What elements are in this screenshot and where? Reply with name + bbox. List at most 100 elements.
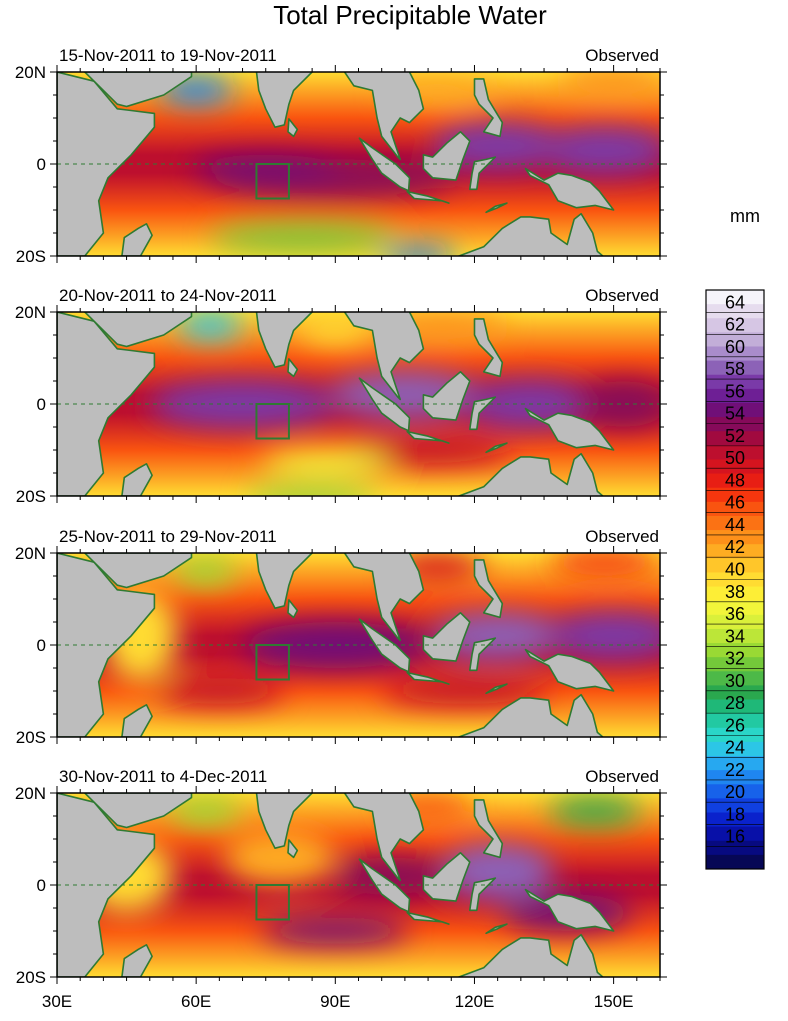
y-tick-label: 20N — [15, 784, 46, 803]
tpw-anomaly — [432, 122, 563, 169]
colorbar-label: 60 — [725, 337, 745, 357]
tpw-anomaly — [261, 917, 410, 945]
colorbar-swatch — [706, 388, 764, 404]
colorbar-swatch — [706, 643, 764, 658]
y-tick-label: 20N — [15, 544, 46, 563]
map-ticks — [50, 546, 667, 744]
tpw-anomaly — [172, 557, 238, 586]
y-tick-label: 20N — [15, 303, 46, 322]
colorbar-label: 64 — [725, 292, 745, 312]
colorbar-swatch — [706, 360, 764, 376]
landmass-india — [232, 312, 430, 401]
colorbar-swatch — [706, 332, 764, 347]
landmass-borneo — [422, 612, 471, 662]
landmass-india — [232, 553, 430, 642]
landmass-borneo — [422, 852, 471, 902]
y-tick-label: 0 — [37, 876, 46, 895]
landmass-madagascar — [121, 463, 153, 496]
colorbar-swatch — [706, 854, 764, 870]
colorbar-label: 58 — [725, 359, 745, 379]
tpw-anomaly — [191, 154, 340, 183]
landmass-sumatra — [358, 618, 411, 673]
landmass-sulawesi — [469, 877, 497, 912]
colorbar-swatch — [706, 586, 764, 602]
colorbar-swatch — [706, 600, 764, 616]
colorbar-label: 20 — [725, 782, 745, 802]
landmass-timor — [485, 202, 508, 214]
tpw-anomaly — [154, 677, 285, 705]
landmass-sumatra — [358, 858, 411, 913]
colorbar-swatch — [706, 417, 764, 432]
landmass-madagascar — [121, 704, 153, 737]
landmass-sumatra — [358, 137, 411, 192]
map-ticks — [50, 786, 667, 984]
map-ticks — [50, 305, 667, 503]
landmass-australia — [456, 933, 605, 977]
tpw-field — [57, 553, 660, 737]
tpw-anomaly — [557, 72, 660, 95]
colorbar-units: mm — [730, 206, 760, 226]
landmass-newguinea — [524, 648, 615, 692]
target-box — [255, 644, 290, 681]
landmass-india — [232, 72, 430, 161]
tpw-anomaly — [168, 797, 243, 826]
y-tick-label: 20N — [15, 63, 46, 82]
land-mask — [57, 312, 615, 496]
colorbar-swatch — [706, 459, 764, 474]
target-box — [255, 163, 290, 200]
colorbar-swatch — [706, 770, 764, 785]
panel-label: Observed — [585, 527, 659, 546]
x-tick-label: 150E — [594, 992, 634, 1011]
landmass-sulawesi — [469, 156, 497, 191]
panel-label: Observed — [585, 286, 659, 305]
landmass-borneo — [422, 131, 471, 181]
colorbar-swatch — [706, 628, 764, 644]
landmass-java — [406, 430, 450, 444]
map-panel: 20N 0 20S 15-Nov-2011 to 19-Nov-2011 Observe… — [15, 46, 667, 266]
colorbar-label: 18 — [725, 804, 745, 824]
tpw-anomaly — [261, 450, 391, 478]
landmass-philippines — [473, 78, 504, 138]
colorbar-swatch — [706, 304, 764, 319]
landmass-madagascar — [121, 223, 153, 256]
tpw-anomaly — [210, 223, 396, 252]
y-tick-label: 20S — [16, 728, 46, 747]
map-panel: 20N 0 20S 25-Nov-2011 to 29-Nov-2011 Observe… — [15, 527, 667, 747]
landmass-srilanka — [287, 358, 299, 378]
tpw-anomaly — [223, 829, 336, 886]
colorbar-label: 30 — [725, 671, 745, 691]
colorbar-swatch — [706, 671, 764, 686]
colorbar-label: 22 — [725, 760, 745, 780]
landmass-arabia — [84, 312, 193, 348]
colorbar-swatch — [706, 727, 764, 743]
colorbar-label: 46 — [725, 493, 745, 513]
colorbar-swatch — [706, 544, 764, 559]
tpw-anomaly — [548, 612, 660, 659]
y-tick-label: 20S — [16, 968, 46, 987]
panel-period: 25-Nov-2011 to 29-Nov-2011 — [59, 527, 277, 546]
tpw-anomaly — [539, 127, 660, 174]
landmass-australia — [456, 693, 605, 737]
colorbar-label: 62 — [725, 315, 745, 335]
colorbar-label: 28 — [725, 693, 745, 713]
colorbar-label: 40 — [725, 560, 745, 580]
landmass-java — [406, 671, 450, 685]
colorbar-label: 38 — [725, 582, 745, 602]
panels: 20N 0 20S 15-Nov-2011 to 19-Nov-2011 Observe… — [15, 46, 667, 987]
landmass-india — [232, 793, 430, 882]
y-tick-label: 0 — [37, 155, 46, 174]
map-panel: 20N 0 20S 20-Nov-2011 to 24-Nov-2011 Observe… — [15, 286, 667, 506]
colorbar-swatch — [706, 515, 764, 531]
target-box — [255, 403, 290, 440]
colorbar-label: 42 — [725, 537, 745, 557]
tpw-field — [57, 312, 660, 496]
colorbar-swatch — [706, 530, 764, 545]
x-axis: 30E 60E 90E 120E 150E — [42, 992, 634, 1011]
tpw-field — [57, 793, 660, 977]
tpw-anomaly — [548, 797, 642, 826]
colorbar-swatch — [706, 784, 764, 799]
landmass-philippines — [473, 559, 504, 619]
colorbar-swatch — [706, 657, 764, 672]
landmass-sulawesi — [469, 637, 497, 672]
